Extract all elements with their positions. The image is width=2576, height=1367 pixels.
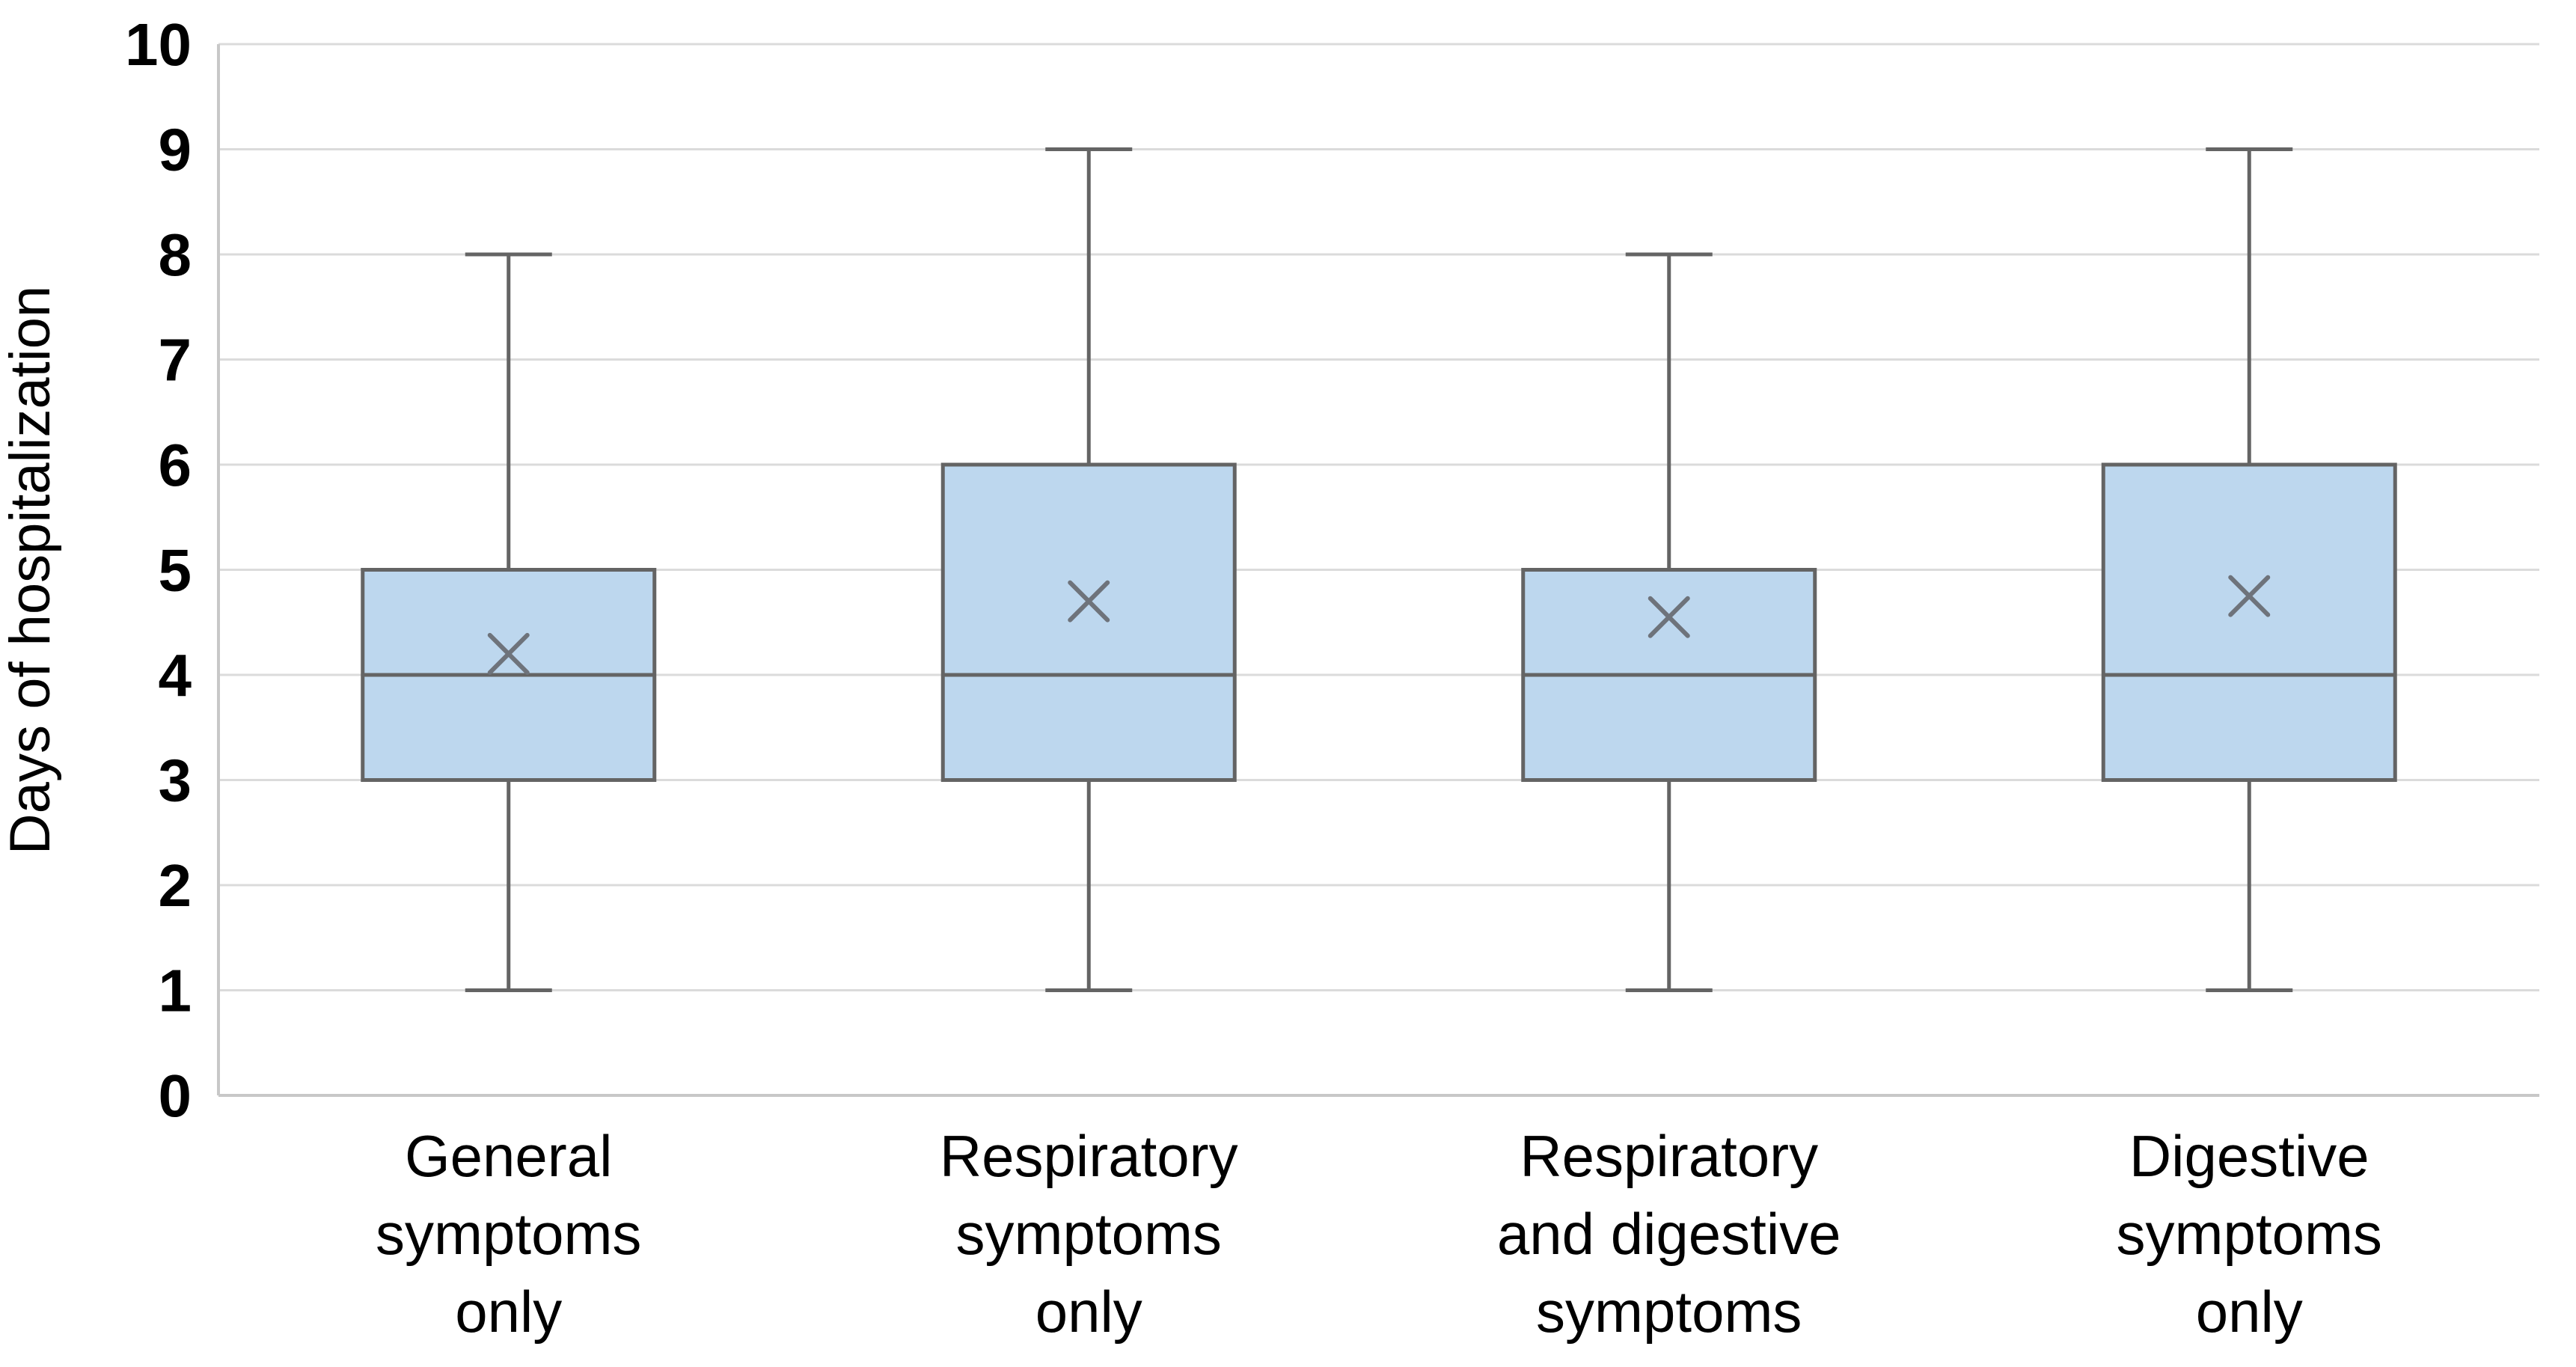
category-label: Respiratory and digestive symptoms — [1497, 1123, 1841, 1345]
whisker — [465, 252, 552, 992]
y-tick-label: 8 — [159, 221, 192, 288]
mean-marker — [1648, 596, 1690, 638]
category-label-line: Respiratory — [1520, 1123, 1818, 1189]
category-label-line: and digestive — [1497, 1201, 1841, 1267]
category-label-line: symptoms — [2117, 1201, 2382, 1267]
box-plot-series — [2101, 147, 2397, 992]
y-tick-label: 3 — [159, 747, 192, 814]
box-plot-series — [940, 147, 1237, 992]
y-tick-label: 0 — [159, 1062, 192, 1129]
box-plot-series — [361, 252, 657, 992]
mean-marker — [1068, 580, 1110, 623]
whisker — [1625, 252, 1713, 992]
y-tick-label: 10 — [125, 11, 192, 78]
category-label: Respiratory symptoms only — [940, 1123, 1238, 1345]
category-label-line: symptoms — [956, 1201, 1222, 1267]
y-tick-label: 9 — [159, 117, 192, 183]
y-tick-label: 4 — [159, 642, 192, 709]
category-label: Digestive symptoms only — [2117, 1123, 2382, 1345]
y-tick-label: 5 — [159, 537, 192, 604]
category-label-line: Respiratory — [940, 1123, 1238, 1189]
category-label-line: Digestive — [2129, 1123, 2370, 1189]
category-label-line: symptoms — [376, 1201, 641, 1267]
box-plot-series — [1521, 252, 1817, 992]
mean-marker — [2228, 575, 2271, 617]
category-label-line: only — [455, 1279, 562, 1345]
category-label-line: symptoms — [1536, 1279, 1802, 1345]
y-axis-title: Days of hospitalization — [0, 286, 62, 854]
y-tick-label: 1 — [159, 958, 192, 1024]
whisker — [1045, 147, 1133, 992]
y-tick-label: 6 — [159, 432, 192, 498]
y-tick-label: 7 — [159, 327, 192, 394]
mean-marker — [487, 632, 530, 675]
category-label-line: General — [405, 1123, 613, 1189]
whisker — [2206, 147, 2293, 992]
category-label-line: only — [2196, 1279, 2303, 1345]
iqr-box — [940, 462, 1237, 782]
iqr-box — [2101, 462, 2397, 782]
category-label-line: only — [1035, 1279, 1142, 1345]
y-tick-label: 2 — [159, 852, 192, 919]
category-label: General symptoms only — [376, 1123, 641, 1345]
